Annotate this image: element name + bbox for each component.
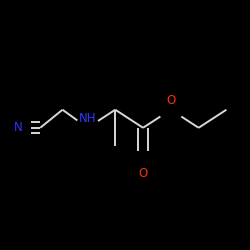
Text: O: O xyxy=(166,94,175,107)
Text: N: N xyxy=(14,121,22,134)
Text: NH: NH xyxy=(79,112,96,125)
Text: O: O xyxy=(138,167,148,180)
